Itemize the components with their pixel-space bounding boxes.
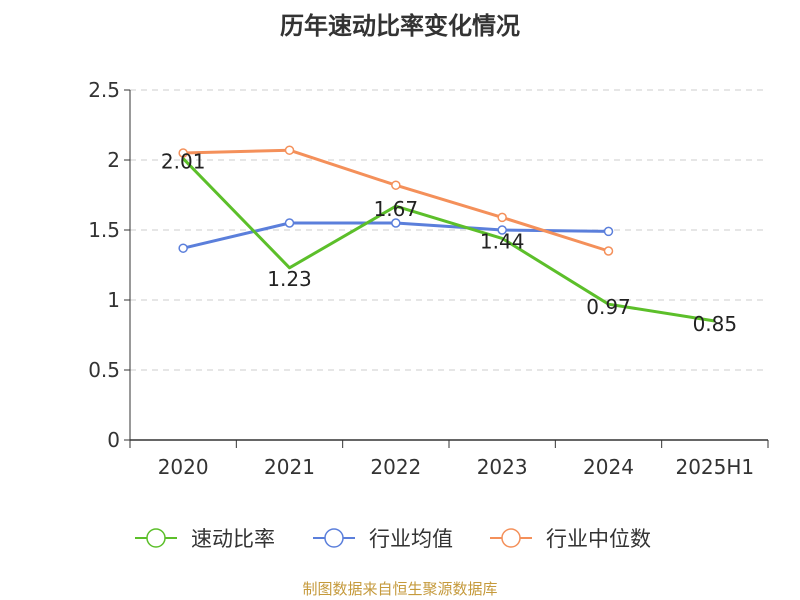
legend-marker — [324, 528, 344, 548]
series-point — [391, 180, 401, 190]
series-point — [284, 218, 295, 228]
legend-marker — [501, 528, 521, 548]
series-point — [497, 212, 507, 223]
data-label: 0.97 — [586, 295, 631, 319]
axes: 0 0.5 1 1.5 2 2.5 2020 2021 2022 2023 2024 2025H1 — [88, 78, 769, 479]
data-label: 1.67 — [374, 197, 419, 221]
series-point — [391, 218, 401, 228]
data-label: 1.44 — [480, 229, 525, 253]
y-tick-label: 1.5 — [88, 218, 120, 242]
series-point — [497, 225, 507, 235]
chart-title: 历年速动比率变化情况 — [280, 12, 520, 40]
y-tick-label: 1 — [107, 288, 120, 312]
legend-label: 行业均值 — [369, 527, 453, 551]
source-note: 制图数据来自恒生聚源数据库 — [302, 580, 498, 598]
series-line — [182, 157, 716, 323]
series-point — [284, 145, 295, 155]
x-tick-label: 2024 — [583, 455, 634, 479]
y-tick-label: 2 — [107, 148, 120, 172]
y-tick-label: 0.5 — [88, 358, 120, 382]
series-point — [603, 246, 614, 256]
x-tick-label: 2021 — [264, 455, 315, 479]
x-tick-label: 2025H1 — [675, 455, 754, 479]
x-tick-label: 2023 — [477, 455, 528, 479]
legend-marker — [146, 528, 166, 548]
series-point — [178, 243, 188, 253]
data-label: 1.23 — [267, 267, 312, 291]
x-tick-label: 2022 — [370, 455, 421, 479]
data-label: 2.01 — [161, 150, 206, 174]
y-tick-label: 0 — [107, 428, 120, 452]
series-point — [178, 148, 188, 158]
data-label: 0.85 — [693, 312, 738, 336]
series-layer — [178, 145, 716, 323]
legend: 速动比率 行业均值 行业中位数 — [135, 527, 651, 551]
data-labels: 2.01 1.23 1.67 1.44 0.97 0.85 — [161, 150, 737, 336]
legend-label: 行业中位数 — [546, 527, 651, 551]
legend-label: 速动比率 — [191, 527, 275, 551]
x-tick-label: 2020 — [158, 455, 209, 479]
y-tick-label: 2.5 — [88, 78, 120, 102]
series-point — [603, 226, 614, 237]
grid-lines — [130, 89, 768, 371]
